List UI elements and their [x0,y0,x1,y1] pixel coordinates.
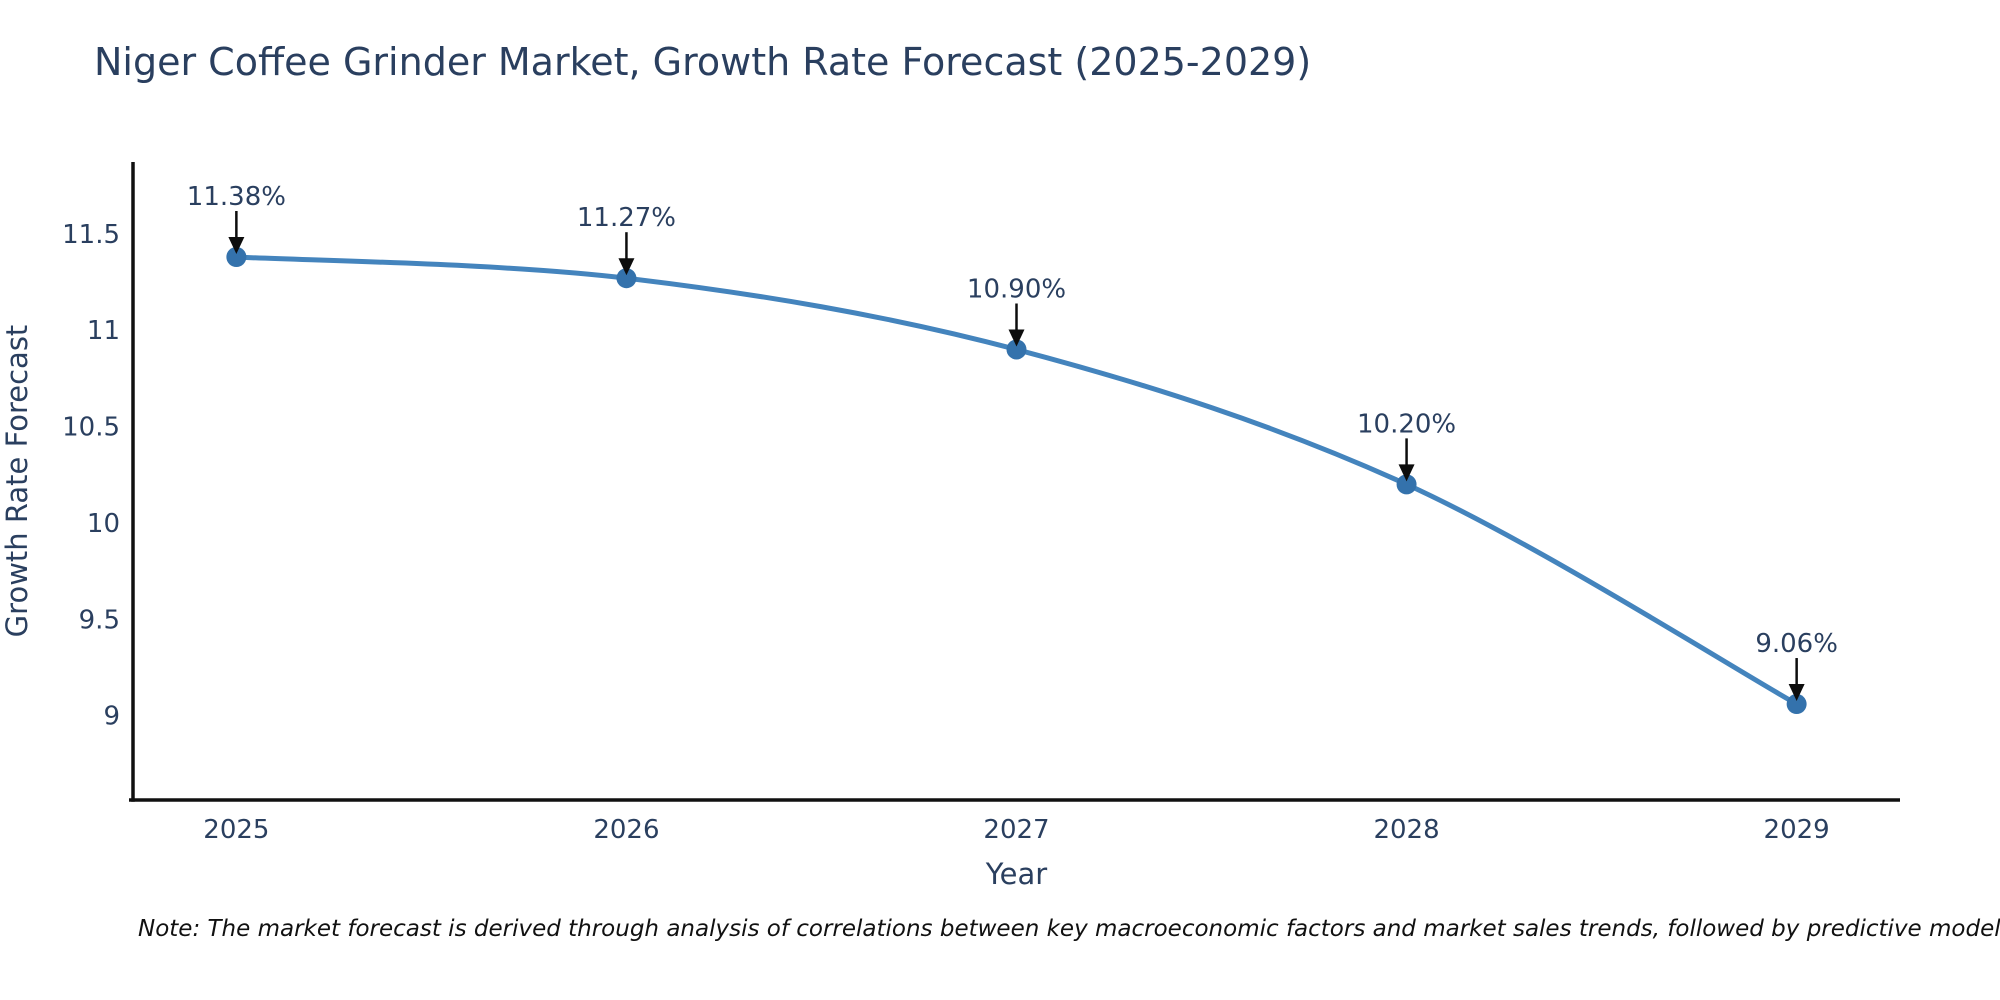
data-point-label: 9.06% [1755,629,1838,659]
y-tick-label: 10 [87,509,120,539]
y-tick-label: 11.5 [62,220,120,250]
chart-title: Niger Coffee Grinder Market, Growth Rate… [94,40,1312,84]
x-tick-label: 2029 [1764,815,1830,845]
data-point-label: 11.38% [187,182,286,212]
data-point-marker [226,246,247,267]
data-point-marker [1786,694,1807,715]
data-point-label: 10.20% [1357,409,1456,439]
x-tick-label: 2028 [1373,815,1439,845]
data-point-marker [616,268,637,289]
data-point-marker [1006,339,1027,360]
y-tick-label: 11 [87,316,120,346]
annotation-arrowhead-icon [228,236,245,254]
data-point-marker [1396,474,1417,495]
x-tick-label: 2025 [203,815,269,845]
data-point-label: 10.90% [967,274,1066,304]
y-tick-label: 9 [103,702,120,732]
y-tick-label: 10.5 [62,413,120,443]
y-axis-title: Growth Rate Forecast [0,325,34,638]
footnote: Note: The market forecast is derived thr… [138,916,2000,942]
annotation-arrowhead-icon [1398,464,1415,482]
x-axis-title: Year [985,857,1047,891]
annotation-arrowhead-icon [618,258,635,276]
data-point-label: 11.27% [577,203,676,233]
annotation-arrowhead-icon [1788,684,1805,702]
x-tick-label: 2027 [983,815,1049,845]
x-tick-label: 2026 [593,815,659,845]
annotation-arrowhead-icon [1008,329,1025,347]
y-tick-label: 9.5 [79,605,120,635]
